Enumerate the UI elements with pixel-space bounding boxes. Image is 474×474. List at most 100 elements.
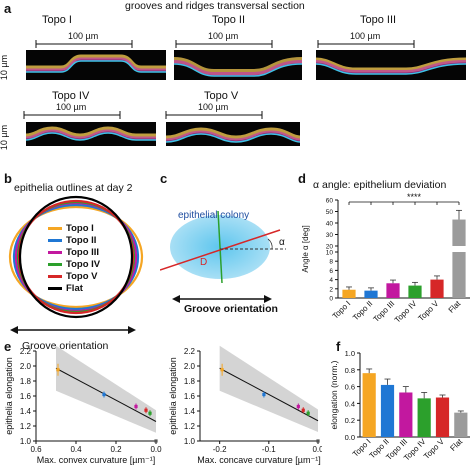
scale-bars: [23, 40, 415, 119]
scale-label-4: 100 µm: [56, 102, 87, 112]
y-tick-label: 0: [329, 296, 333, 303]
y-tick-label: 2.0: [184, 362, 196, 371]
micrograph-topo-1: [26, 50, 166, 80]
scale-label-5: 100 µm: [198, 102, 229, 112]
vscale-label-2: 10 µm: [0, 124, 10, 151]
y-tick-label: 4: [329, 277, 333, 284]
legend-swatch: [48, 286, 62, 290]
legend-item: Topo V: [48, 270, 100, 282]
x-tick-label: Flat: [448, 437, 464, 453]
outline-topo-2: [12, 203, 140, 311]
y-tick-label: 1.6: [20, 392, 32, 401]
data-point: [148, 411, 152, 415]
y-tick-label: 1.0: [20, 437, 32, 446]
data-point: [102, 392, 106, 397]
y-tick-label: 1.8: [184, 377, 196, 386]
topo-label-4: Topo IV: [52, 90, 90, 102]
legend-label: Topo III: [66, 246, 100, 258]
legend-item: Flat: [48, 282, 100, 294]
y-tick-label: 2.0: [20, 362, 32, 371]
legend-item: Topo I: [48, 222, 100, 234]
significance-label: ****: [407, 192, 422, 202]
outline-flat: [18, 195, 134, 319]
legend-label: Flat: [66, 282, 83, 294]
panel-a-letter: a: [4, 1, 12, 16]
y-tick-label: 1.6: [184, 392, 196, 401]
x-tick-label: 0.0: [312, 445, 322, 454]
x-tick-label: -0.2: [213, 445, 227, 454]
panel-e-letter: e: [4, 339, 12, 354]
data-point: [134, 404, 138, 409]
y-tick-label: 1.8: [20, 377, 32, 386]
y-tick-label: 10: [326, 250, 334, 257]
x-tick-label: 0.6: [30, 445, 42, 454]
vscale-label-1: 10 µm: [0, 54, 10, 81]
y-tick-label: 20: [326, 244, 334, 251]
y-tick-label: 40: [326, 221, 334, 228]
legend-item: Topo IV: [48, 258, 100, 270]
colony-diagram: [160, 210, 286, 303]
x-axis-label: Max. concave curvature [µm⁻¹]: [197, 455, 320, 465]
legend-swatch: [48, 238, 62, 242]
panel-b-title: epithelia outlines at day 2: [14, 182, 133, 194]
data-point: [262, 392, 266, 397]
data-point: [144, 408, 148, 412]
legend-swatch: [48, 262, 62, 266]
data-point: [296, 404, 300, 409]
bar: [417, 398, 431, 437]
alpha-arc: [267, 238, 273, 250]
bar: [364, 290, 378, 298]
legend-item: Topo III: [48, 246, 100, 258]
data-point: [306, 411, 310, 415]
d-label: D: [200, 257, 208, 268]
y-tick-label: 0.6: [345, 383, 355, 392]
legend-label: Topo IV: [66, 258, 101, 270]
y-tick-label: 8: [329, 259, 333, 266]
micrograph-topo-5: [166, 122, 300, 146]
outline-topo-1: [8, 205, 144, 309]
y-tick-label: 0.2: [345, 416, 355, 425]
x-tick-label: Topo I: [331, 299, 353, 321]
data-point: [301, 408, 305, 412]
confidence-band: [56, 345, 156, 433]
bar: [386, 283, 400, 298]
scale-label-2: 100 µm: [208, 31, 239, 41]
y-tick-label: 1.2: [184, 422, 196, 431]
y-tick-label: 0.8: [345, 366, 355, 375]
y-tick-label: 60: [326, 198, 334, 205]
x-tick-label: Flat: [447, 299, 463, 315]
bar: [452, 219, 466, 246]
panel-d-letter: d: [298, 171, 306, 186]
fit-line: [55, 367, 157, 422]
groove-caption-b: Groove orientation: [22, 340, 109, 352]
alpha-label: α: [279, 237, 285, 248]
bar-lower: [452, 252, 466, 298]
panel-a-title: grooves and ridges transversal section: [125, 0, 305, 12]
y-tick-label: 2: [329, 286, 333, 293]
fit-line: [219, 367, 319, 422]
y-tick-label: 2.2: [20, 347, 32, 356]
bar: [435, 397, 450, 437]
bar: [399, 392, 413, 437]
y-tick-label: 1.4: [184, 407, 196, 416]
data-point: [154, 439, 158, 443]
long-axis-d: [160, 229, 281, 271]
scale-label-1: 100 µm: [68, 31, 99, 41]
bar: [430, 279, 444, 298]
bar: [362, 373, 376, 437]
confidence-band: [219, 345, 318, 432]
y-tick-label: 0.0: [345, 433, 355, 442]
panel-b-letter: b: [4, 171, 12, 186]
y-tick-label: 30: [326, 232, 334, 239]
y-tick-label: 1.2: [20, 422, 32, 431]
bar: [408, 285, 422, 298]
y-tick-label: 50: [326, 209, 334, 216]
x-tick-label: Topo V: [422, 437, 446, 461]
short-axis: [217, 210, 223, 284]
micrograph-topo-4: [26, 122, 156, 146]
topo-label-3: Topo III: [360, 14, 397, 26]
topo-label-1: Topo I: [42, 14, 72, 26]
